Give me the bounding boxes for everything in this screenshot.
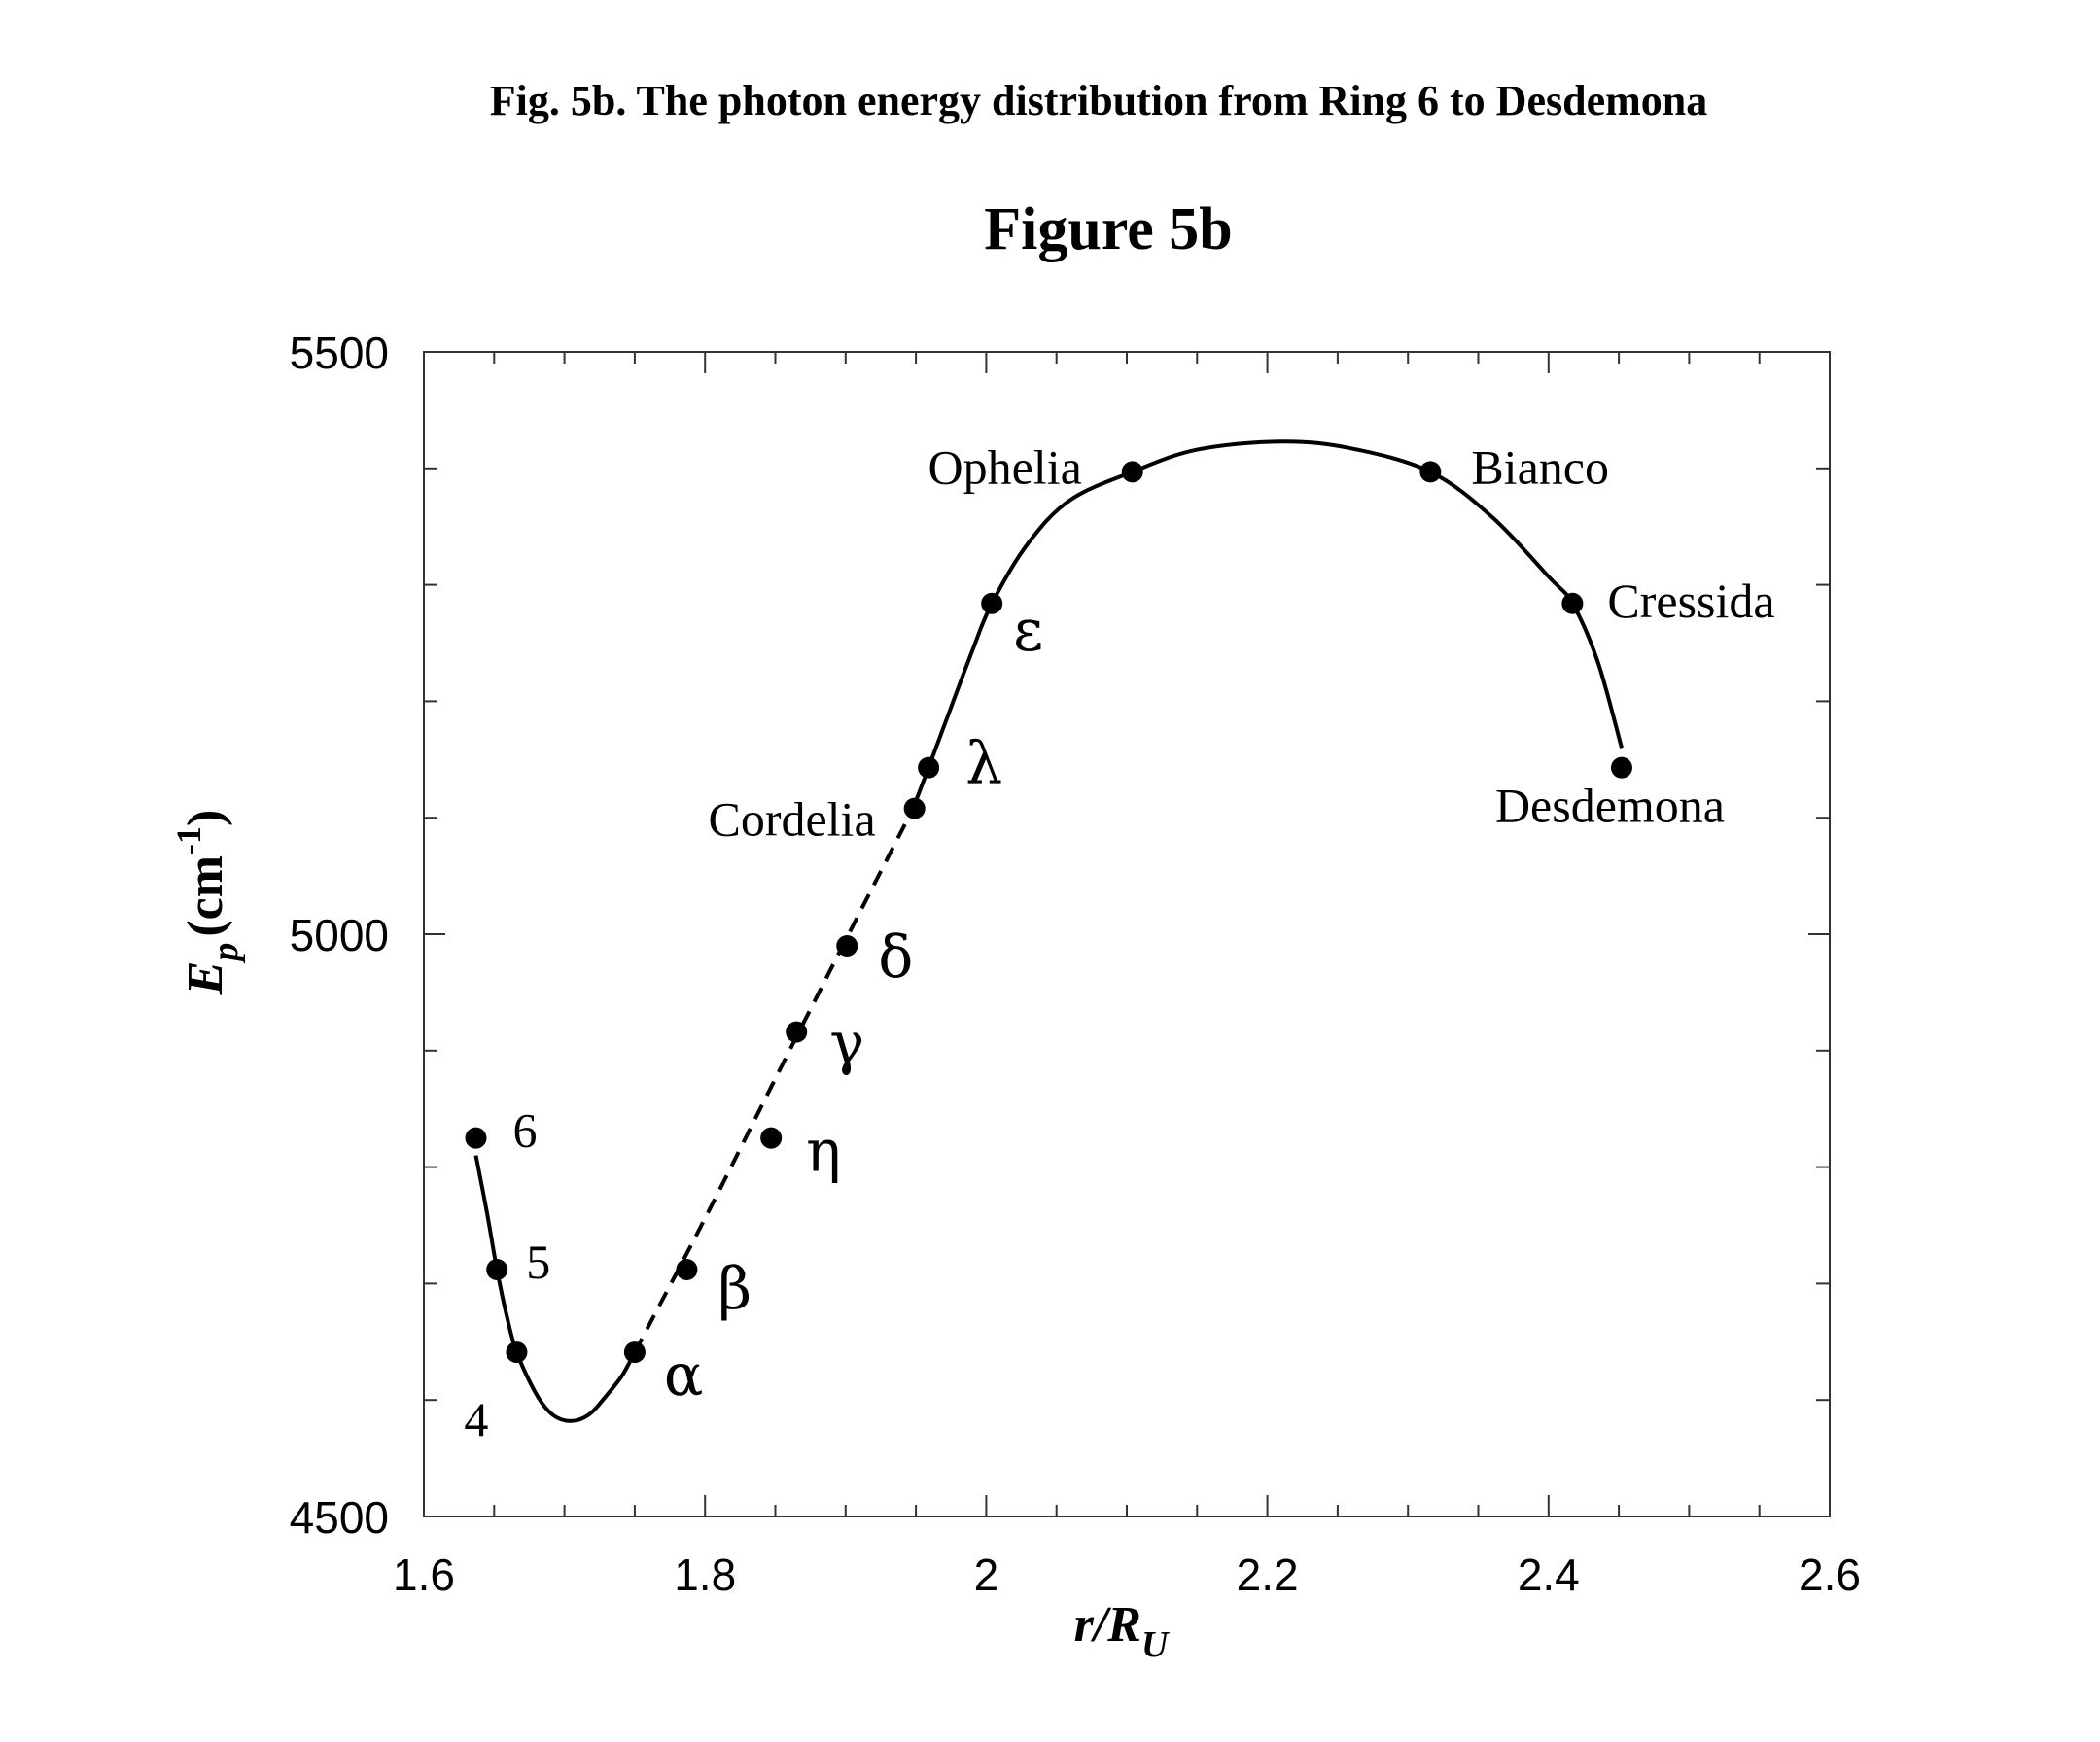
data-point [465,1127,487,1149]
point-label: ε [1013,597,1043,665]
point-labels: 6 5 4 αβ ηγδ Cordelia λε Ophelia Bianco Cressida D… [464,439,1774,1446]
data-point [786,1021,808,1043]
data-point [506,1341,528,1364]
point-label: 5 [526,1235,550,1289]
axis-ticks [423,351,1831,1517]
data-point [760,1127,783,1149]
tick-labels: 1.6 1.8 2 2.2 2.4 2.6 4500 5000 5500 [290,328,1861,1600]
data-point [1610,756,1632,779]
fitted-curves [473,439,1624,1423]
data-point [1419,461,1442,483]
data-point [1561,592,1584,614]
x-tick-label: 2.6 [1799,1550,1861,1600]
point-label: α [664,1341,704,1410]
point-label: Cressida [1607,574,1774,628]
x-tick-label: 2 [974,1550,999,1600]
point-label: 4 [464,1392,488,1446]
data-point [918,756,940,779]
data-point [981,592,1003,614]
point-label: Cordelia [708,792,875,847]
data-points [465,461,1632,1364]
point-label: δ [878,923,913,992]
y-tick-label: 5000 [290,910,389,960]
solid-curve [911,439,1624,810]
point-label: Ophelia [928,439,1082,494]
point-label: λ [965,730,1002,798]
point-label: η [806,1118,841,1186]
x-tick-label: 1.6 [393,1550,455,1600]
dashed-curve [633,807,915,1354]
point-label: 6 [513,1103,538,1158]
data-point [903,797,926,819]
data-point [836,934,858,957]
point-label: Bianco [1471,439,1609,494]
figure-caption: Fig. 5b. The photon energy distribution … [490,77,1707,124]
point-label: γ [829,1010,864,1078]
data-point [486,1259,508,1281]
y-tick-label: 5500 [290,328,389,378]
data-point [1121,461,1143,483]
point-label: β [718,1255,752,1323]
data-point [676,1259,698,1281]
chart-title: Figure 5b [984,196,1232,262]
x-tick-label: 2.4 [1518,1550,1580,1600]
solid-curve [473,1155,637,1423]
x-axis-title: r/RU [1074,1597,1171,1665]
y-tick-label: 4500 [290,1492,389,1543]
x-tick-label: 2.2 [1237,1550,1299,1600]
y-axis-title: Ep(cm-1) [169,810,246,996]
point-label: Desdemona [1495,779,1725,833]
x-tick-label: 1.8 [674,1550,736,1600]
data-point [623,1341,646,1364]
